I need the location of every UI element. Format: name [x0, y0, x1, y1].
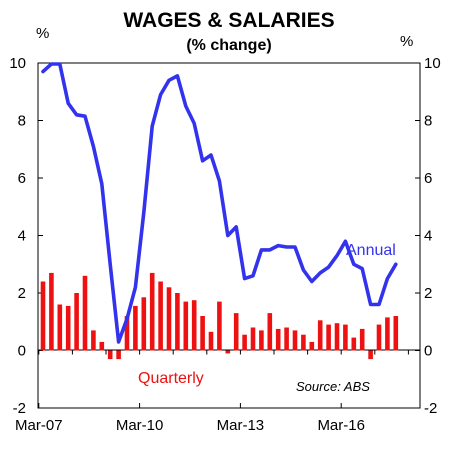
quarterly-bar: [267, 313, 273, 351]
quarterly-bar: [334, 323, 340, 351]
y-axis-left: 10 8 6 4 2 0 -2: [9, 55, 43, 417]
y-unit-right: %: [400, 33, 413, 50]
quarterly-bar: [242, 334, 247, 351]
y-tick-label-right: 4: [424, 228, 432, 245]
quarterly-bar: [40, 281, 46, 351]
quarterly-bar: [359, 328, 365, 351]
quarterly-bar: [284, 327, 289, 351]
y-tick-label-right: 2: [424, 285, 432, 302]
quarterly-bar: [74, 293, 79, 351]
series-label-annual: Annual: [346, 242, 396, 259]
y-tick-label-left: -2: [13, 400, 26, 417]
quarterly-bar: [124, 316, 130, 351]
quarterly-bar: [175, 293, 180, 351]
y-tick-label-left: 6: [18, 170, 26, 187]
chart-subtitle: (% change): [186, 37, 271, 54]
quarterly-bar: [309, 341, 315, 351]
quarterly-bar: [259, 330, 264, 351]
quarterly-bar: [393, 316, 399, 351]
y-tick-label-right: 8: [424, 113, 432, 130]
source-note: Source: ABS: [296, 379, 370, 394]
quarterly-bar: [183, 301, 189, 351]
quarterly-bar: [368, 350, 373, 360]
quarterly-bar: [225, 350, 231, 354]
quarterly-bar: [208, 331, 214, 351]
quarterly-bar: [200, 316, 205, 351]
quarterly-bar: [91, 330, 96, 351]
y-tick-label-left: 2: [18, 285, 26, 302]
quarterly-bar: [141, 297, 147, 351]
y-tick-label-left: 0: [18, 343, 26, 360]
quarterly-bar: [376, 324, 382, 351]
x-tick-label: Mar-13: [217, 417, 265, 434]
quarterly-bar: [301, 334, 306, 351]
quarterly-bar: [107, 350, 113, 360]
quarterly-bar: [133, 305, 138, 351]
y-tick-label-left: 10: [9, 55, 26, 72]
quarterly-bars: [40, 272, 399, 360]
y-tick-label-right: -2: [424, 400, 437, 417]
quarterly-bar: [317, 320, 323, 351]
x-tick-label: Mar-10: [116, 417, 164, 434]
quarterly-bar: [49, 272, 54, 351]
quarterly-bar: [292, 330, 298, 351]
y-tick-label-right: 6: [424, 170, 432, 187]
quarterly-bar: [343, 324, 348, 351]
quarterly-bar: [82, 275, 88, 351]
quarterly-bar: [351, 337, 357, 351]
y-axis-right: 10 8 6 4 2 0 -2: [415, 55, 441, 417]
y-tick-label-left: 8: [18, 113, 26, 130]
quarterly-bar: [57, 304, 63, 351]
y-unit-left: %: [36, 25, 49, 42]
quarterly-bar: [158, 281, 163, 351]
quarterly-bar: [233, 313, 239, 351]
series-label-quarterly: Quarterly: [138, 370, 204, 387]
y-tick-label-left: 4: [18, 228, 26, 245]
quarterly-bar: [326, 324, 331, 351]
x-axis: Mar-07 Mar-10 Mar-13 Mar-16: [15, 350, 409, 434]
x-tick-label: Mar-16: [317, 417, 365, 434]
y-tick-label-right: 0: [424, 343, 432, 360]
quarterly-bar: [65, 305, 71, 351]
annual-line-group: [41, 62, 398, 344]
quarterly-bar: [191, 300, 197, 351]
quarterly-bar: [250, 327, 256, 351]
quarterly-bar: [116, 350, 121, 360]
x-tick-label: Mar-07: [15, 417, 63, 434]
y-tick-label-right: 10: [424, 55, 441, 72]
quarterly-bar: [149, 272, 155, 351]
quarterly-bar: [166, 287, 172, 351]
chart-title: WAGES & SALARIES: [123, 9, 334, 32]
annual-line: [41, 62, 398, 344]
quarterly-bar: [275, 328, 281, 351]
quarterly-bar: [99, 341, 105, 351]
quarterly-bar: [385, 317, 390, 351]
quarterly-bar: [217, 301, 222, 351]
